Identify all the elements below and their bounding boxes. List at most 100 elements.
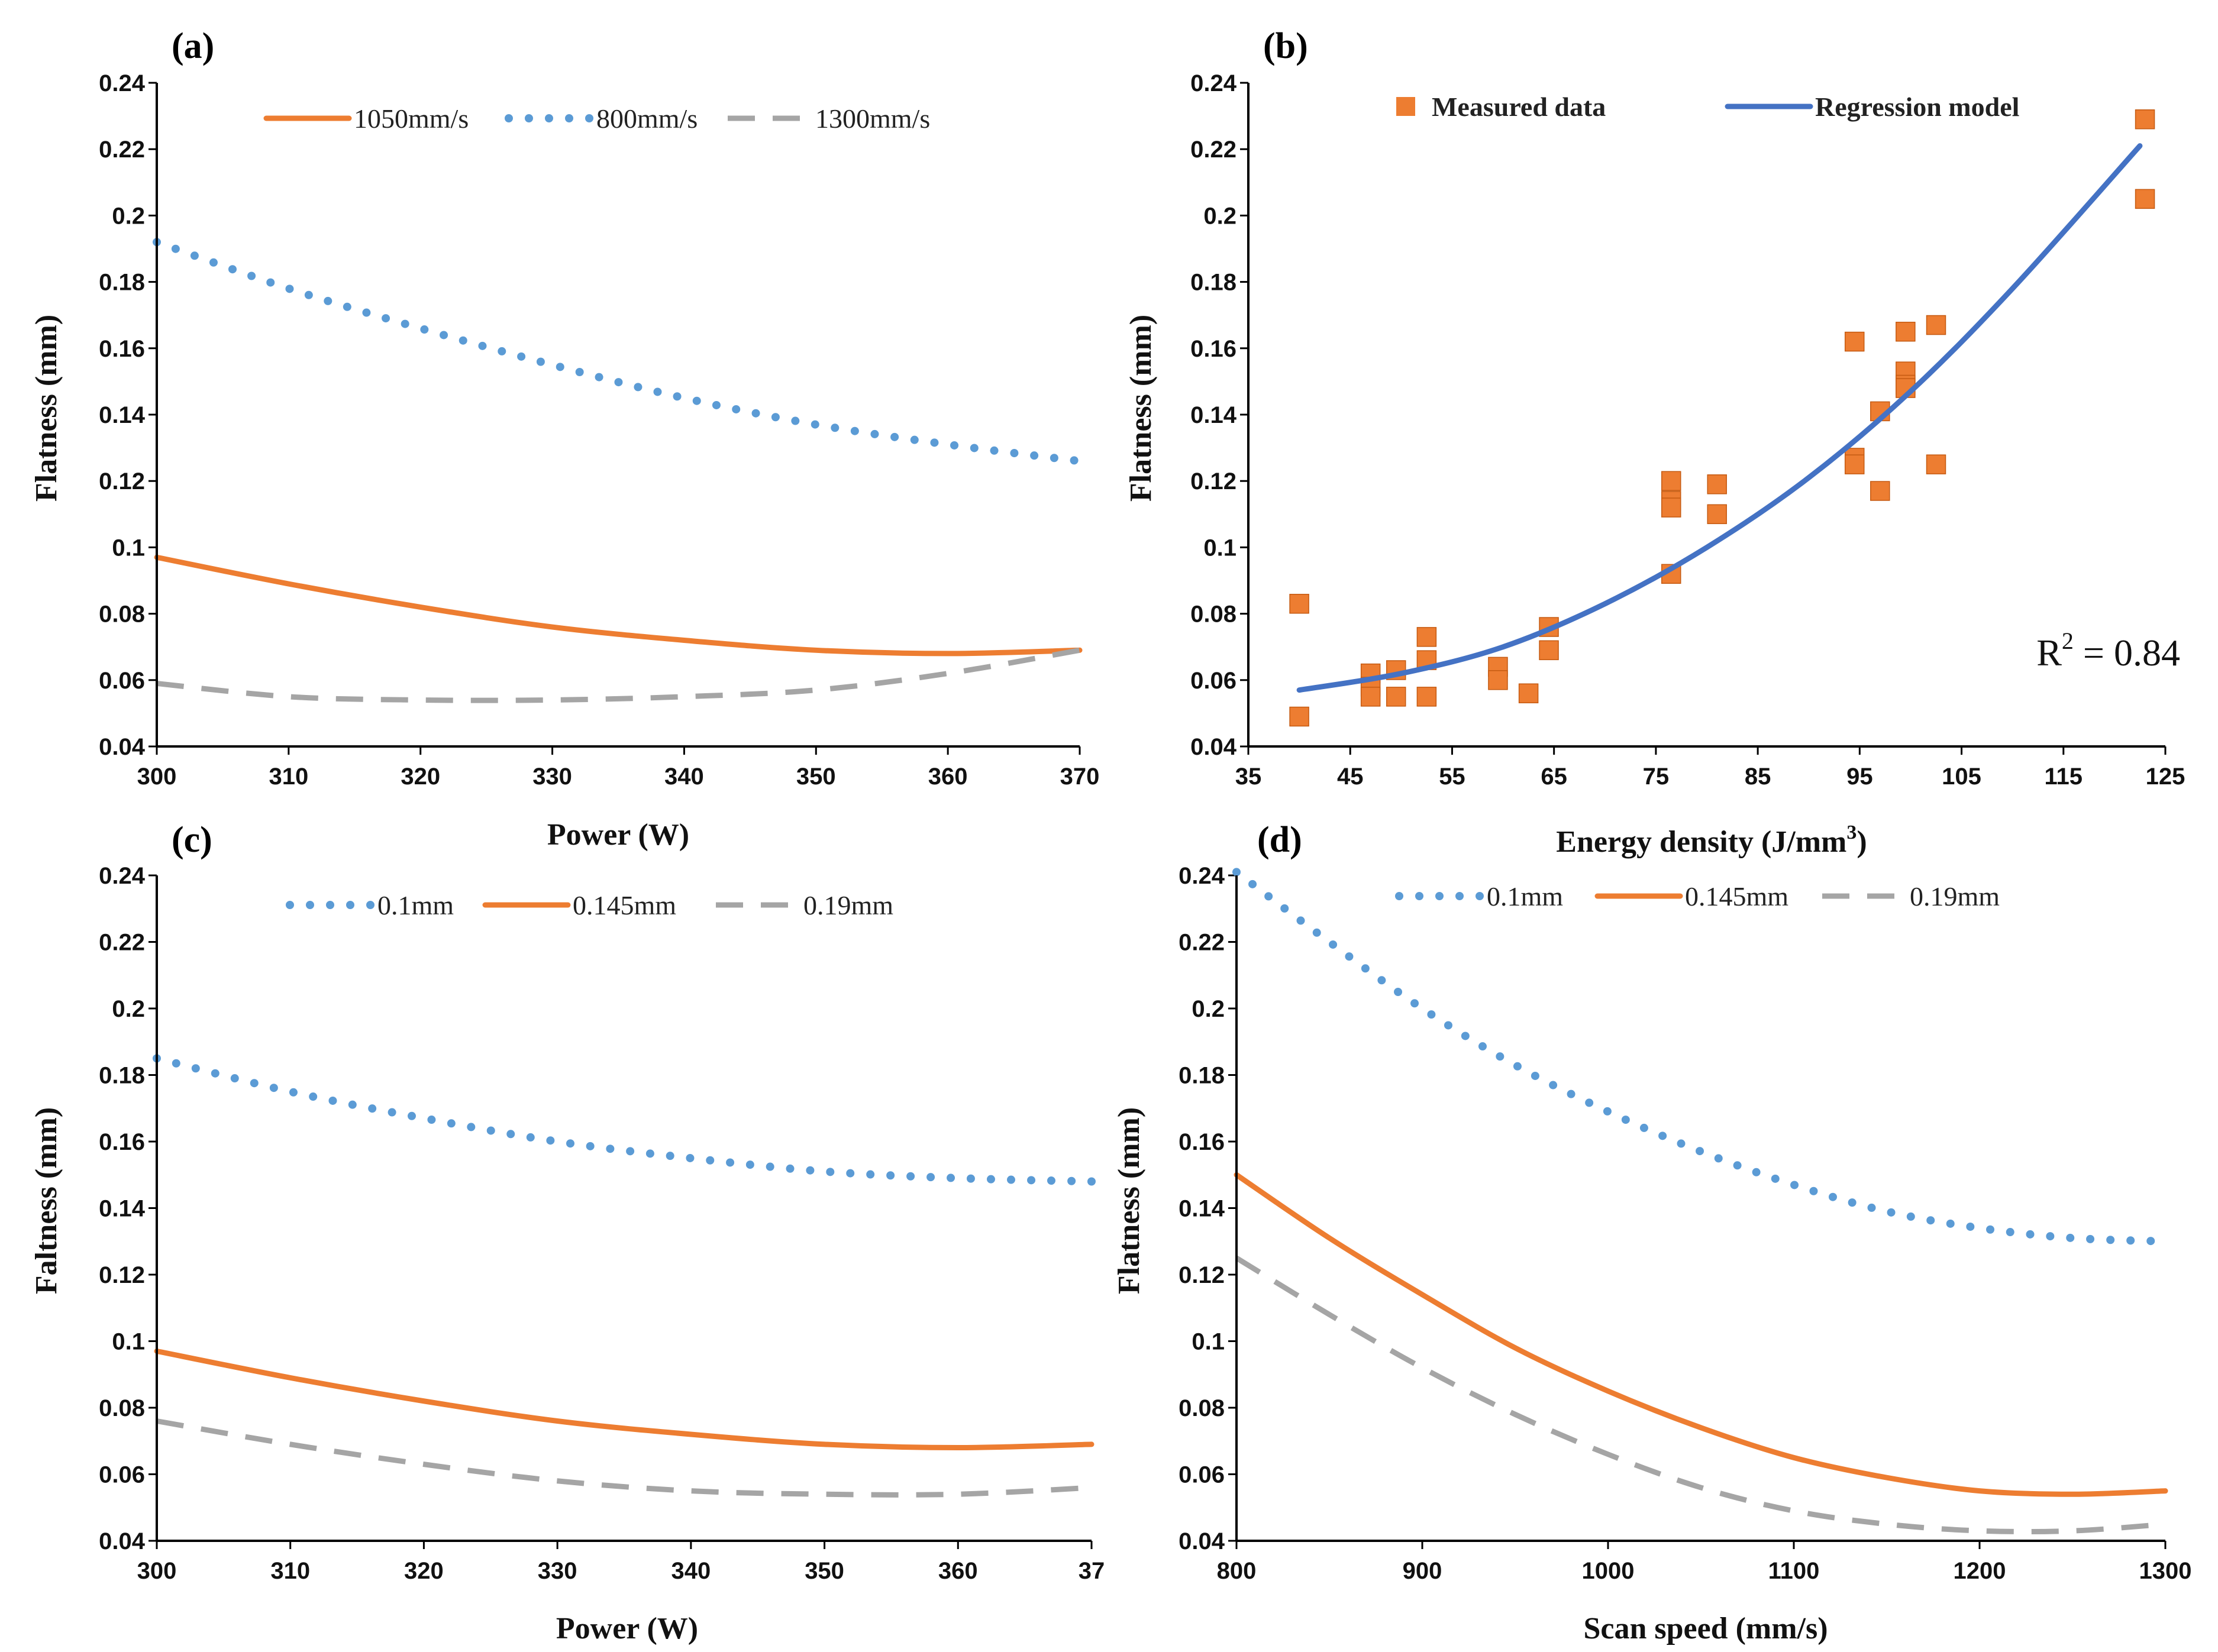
panel-b-x-axis-label-sup: 3 — [1846, 822, 1857, 843]
panel-b-y-tick-label: 0.14 — [1190, 402, 1237, 428]
panel-c-legend-label-0-19mm: 0.19mm — [803, 890, 893, 920]
panel-a-y-tick-label: 0.24 — [99, 70, 146, 96]
panel-c-y-tick-label: 0.22 — [99, 930, 145, 956]
panel-a-x-tick-label: 320 — [401, 764, 440, 790]
panel-b-y-tick-label: 0.22 — [1190, 137, 1236, 163]
panel-c-y-axis-label: Faltness (mm) — [30, 1107, 63, 1294]
panel-b-legend-swatch-measured-data — [1396, 97, 1415, 116]
panel-d-y-tick-label: 0.12 — [1179, 1262, 1225, 1288]
panel-b-x-tick-label: 95 — [1846, 764, 1873, 790]
panel-b-y-tick-label: 0.1 — [1203, 535, 1236, 561]
panel-b-x-tick-label: 125 — [2146, 764, 2185, 790]
panel-a-y-tick-label: 0.12 — [99, 468, 145, 494]
panel-b-data-point — [1488, 670, 1508, 690]
panel-c-x-tick-label: 37 — [1079, 1558, 1105, 1584]
panel-a-x-tick-label: 360 — [928, 764, 968, 790]
panel-a-y-tick-label: 0.04 — [99, 734, 146, 760]
panel-d-legend-label-0-145mm: 0.145mm — [1685, 881, 1788, 911]
panel-a-x-tick-label: 330 — [532, 764, 572, 790]
panel-c-x-tick-label: 360 — [938, 1558, 978, 1584]
panel-c-series-0-145mm — [154, 1348, 1095, 1451]
panel-b-data-point — [1289, 594, 1309, 614]
panel-b-legend-label-measured-data: Measured data — [1432, 92, 1606, 122]
panel-b: (b) 0.04 0.06 0.08 0.1 0.12 0.14 0.16 0.18 0.2 0.… — [1124, 26, 2185, 859]
panel-d-y-tick-label: 0.18 — [1179, 1063, 1225, 1089]
panel-c-legend-label-0-145mm: 0.145mm — [573, 890, 676, 920]
panel-a-tag: (a) — [172, 26, 214, 66]
panel-c-x-tick-label: 320 — [404, 1558, 444, 1584]
panel-a-x-tick-label: 310 — [269, 764, 308, 790]
panel-c-x-tick-label: 300 — [137, 1558, 177, 1584]
panel-b-data-point — [2135, 109, 2155, 130]
panel-b-data-point — [1661, 471, 1681, 491]
panel-c-y-tick-label: 0.18 — [99, 1063, 145, 1089]
panel-b-y-tick-label: 0.18 — [1190, 270, 1236, 296]
panel-b-x-tick-label: 115 — [2045, 764, 2083, 790]
panel-d-legend-label-0-19mm: 0.19mm — [1910, 881, 2000, 911]
panel-c-y-tick-label: 0.06 — [99, 1462, 145, 1488]
panel-b-x-axis-label: Energy density (J/mm3) — [1556, 822, 1867, 859]
panel-c-x-tick-label: 310 — [270, 1558, 310, 1584]
panel-c-tag: (c) — [172, 820, 212, 860]
panel-b-data-point — [1926, 454, 1946, 474]
panel-b-tag: (b) — [1263, 26, 1308, 66]
panel-b-data-point — [1844, 454, 1865, 474]
panel-b-data-point — [1896, 322, 1916, 342]
panel-d-y-tick-label: 0.22 — [1179, 930, 1225, 956]
panel-c-y-tick-label: 0.24 — [99, 863, 146, 889]
panel-a-y-tick-label: 0.14 — [99, 402, 146, 428]
panel-b-data-point — [1707, 504, 1727, 525]
panel-b-data-point — [2135, 189, 2155, 209]
panel-d-y-tick-label: 0.16 — [1179, 1129, 1225, 1155]
panel-b-x-tick-label: 105 — [1942, 764, 1981, 790]
panel-a-y-tick-label: 0.2 — [112, 203, 145, 229]
r-squared-value: = 0.84 — [2074, 632, 2180, 674]
panel-a-y-tick-label: 0.1 — [112, 535, 145, 561]
panel-b-data-point — [1386, 687, 1406, 707]
panel-a-y-tick-label: 0.06 — [99, 668, 145, 694]
panel-d-y-tick-label: 0.06 — [1179, 1462, 1225, 1488]
panel-b-x-axis-label-main: Energy density (J/mm — [1556, 825, 1846, 859]
panel-d-x-tick-label: 1200 — [1954, 1558, 2006, 1584]
panel-b-y-tick-label: 0.08 — [1190, 602, 1236, 628]
panel-a-legend-label-800mm-s: 800mm/s — [596, 104, 698, 134]
panel-a-legend-label-1050mm-s: 1050mm/s — [354, 104, 469, 134]
panel-b-y-tick-label: 0.04 — [1190, 734, 1237, 760]
panel-d-x-tick-label: 1100 — [1768, 1558, 1820, 1584]
panel-a-series-1050mm-s — [154, 554, 1083, 657]
panel-a: (a) 0.04 0.06 0.08 0.1 0.12 0.14 0.16 0.18 0.2 0.… — [30, 26, 1099, 852]
panel-c-y-tick-label: 0.08 — [99, 1395, 145, 1421]
r-squared-base: R — [2036, 632, 2062, 674]
panel-c-x-tick-label: 350 — [805, 1558, 844, 1584]
panel-b-x-tick-label: 85 — [1745, 764, 1771, 790]
panel-b-data-point — [1707, 474, 1727, 494]
panel-b-y-tick-label: 0.12 — [1190, 468, 1236, 494]
panel-d-y-tick-label: 0.04 — [1179, 1528, 1225, 1554]
panel-d-y-tick-label: 0.2 — [1192, 996, 1225, 1022]
panel-b-y-tick-label: 0.06 — [1190, 668, 1236, 694]
panel-a-y-tick-label: 0.08 — [99, 602, 145, 628]
r-squared-sup: 2 — [2062, 628, 2074, 654]
panel-d-y-tick-label: 0.1 — [1192, 1329, 1225, 1355]
panel-b-data-point — [1360, 687, 1381, 707]
panel-d-y-tick-label: 0.14 — [1179, 1196, 1225, 1222]
panel-b-x-tick-label: 35 — [1235, 764, 1262, 790]
panel-c-series-0-19mm — [156, 1418, 1092, 1498]
panel-d: (d) 0.04 0.06 0.08 0.1 0.12 0.14 0.16 0.18 0.2 0.… — [1112, 820, 2191, 1645]
panel-b-y-tick-label: 0.2 — [1203, 203, 1236, 229]
panel-b-x-tick-label: 55 — [1439, 764, 1465, 790]
panel-a-x-axis-label: Power (W) — [547, 818, 689, 852]
panel-d-x-tick-label: 800 — [1217, 1558, 1257, 1584]
panel-b-x-tick-label: 65 — [1541, 764, 1567, 790]
panel-a-y-tick-label: 0.16 — [99, 336, 145, 362]
panel-c-legend-label-0-1mm: 0.1mm — [377, 890, 454, 920]
panel-a-x-tick-label: 350 — [796, 764, 836, 790]
panel-d-legend-label-0-1mm: 0.1mm — [1487, 881, 1563, 911]
panel-b-data-point — [1539, 640, 1559, 661]
panel-d-y-axis-label: Flatness (mm) — [1112, 1107, 1146, 1294]
panel-c-y-tick-label: 0.1 — [112, 1329, 145, 1355]
panel-d-x-tick-label: 1300 — [2139, 1558, 2192, 1584]
panel-b-data-point — [1844, 331, 1865, 352]
panel-b-x-axis-label-end: ) — [1857, 825, 1867, 859]
panel-c: (c) 0.04 0.06 0.08 0.1 0.12 0.14 0.16 0.18 0.2 0.… — [30, 820, 1105, 1645]
